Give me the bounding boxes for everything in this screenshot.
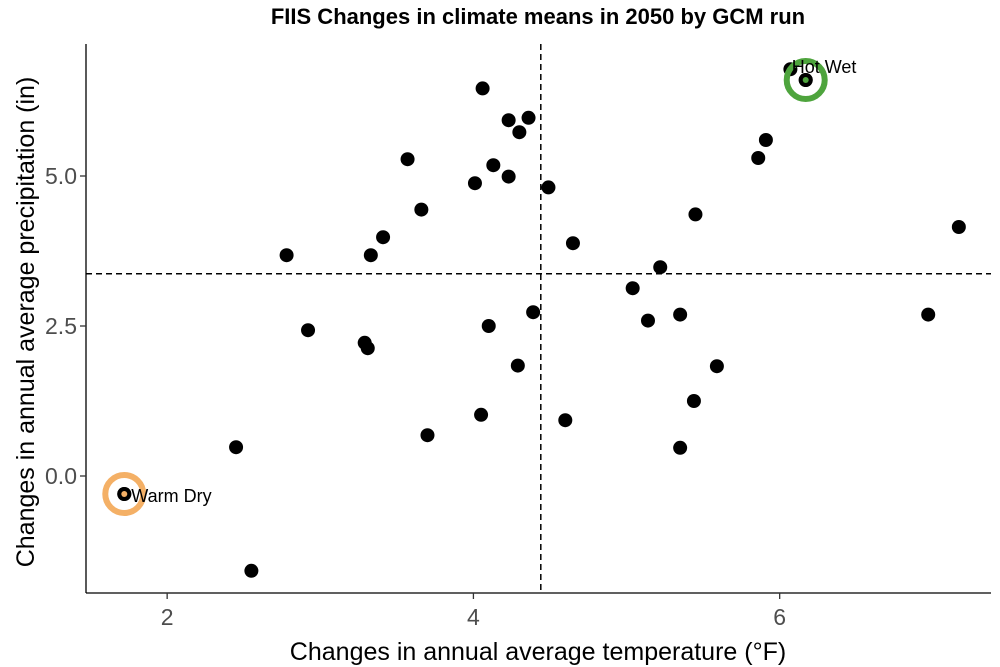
data-point xyxy=(541,180,556,195)
data-point xyxy=(673,440,688,455)
warm-dry-ring xyxy=(102,472,147,516)
y-axis-title: Changes in annual average precipitation … xyxy=(12,77,40,568)
data-point xyxy=(414,202,429,217)
warm-dry-center-dot xyxy=(121,491,128,497)
chart-title: FIIS Changes in climate means in 2050 by… xyxy=(271,4,805,29)
data-point xyxy=(501,169,516,184)
data-point xyxy=(565,236,580,251)
data-point xyxy=(521,110,536,125)
x-tick-label: 4 xyxy=(467,604,480,630)
data-point xyxy=(279,248,294,263)
data-point xyxy=(709,359,724,374)
y-tick-label: 0.0 xyxy=(45,463,77,489)
data-point xyxy=(481,319,496,333)
data-point xyxy=(360,341,375,356)
hot-wet-ring xyxy=(783,58,828,102)
data-points xyxy=(117,62,966,578)
y-axis: 0.0 2.5 5.0 xyxy=(45,44,87,593)
data-point xyxy=(751,151,766,165)
data-point xyxy=(526,305,541,320)
data-point xyxy=(688,207,703,222)
data-point xyxy=(400,152,415,167)
data-point xyxy=(467,176,482,191)
data-point xyxy=(301,323,316,338)
data-point xyxy=(486,158,501,173)
data-point xyxy=(686,394,701,408)
y-tick-label: 2.5 xyxy=(45,313,77,339)
reference-lines xyxy=(86,44,991,593)
data-point xyxy=(512,125,527,140)
data-point xyxy=(640,313,655,328)
data-point xyxy=(558,413,573,428)
hot-wet-label: Hot Wet xyxy=(792,57,857,77)
data-point xyxy=(758,133,773,147)
data-point xyxy=(951,220,966,234)
x-tick-label: 6 xyxy=(773,604,786,630)
data-point xyxy=(474,407,489,422)
highlight-markers: Warm Dry Hot Wet xyxy=(102,57,857,516)
x-tick-label: 2 xyxy=(161,604,174,630)
data-point xyxy=(921,307,936,322)
data-point xyxy=(501,113,516,128)
data-point xyxy=(363,248,378,263)
data-point xyxy=(673,307,688,322)
warm-dry-label: Warm Dry xyxy=(131,486,211,506)
data-point xyxy=(510,358,525,373)
data-point xyxy=(420,428,435,443)
data-point xyxy=(376,230,391,245)
data-point xyxy=(229,440,244,455)
data-point xyxy=(475,81,490,96)
x-axis-title: Changes in annual average temperature (°… xyxy=(290,638,786,666)
y-tick-label: 5.0 xyxy=(45,163,77,189)
data-point xyxy=(653,260,668,275)
data-point xyxy=(244,563,259,578)
data-point xyxy=(625,281,640,296)
x-axis: 2 4 6 xyxy=(86,592,991,630)
hot-wet-center-dot xyxy=(802,77,809,83)
